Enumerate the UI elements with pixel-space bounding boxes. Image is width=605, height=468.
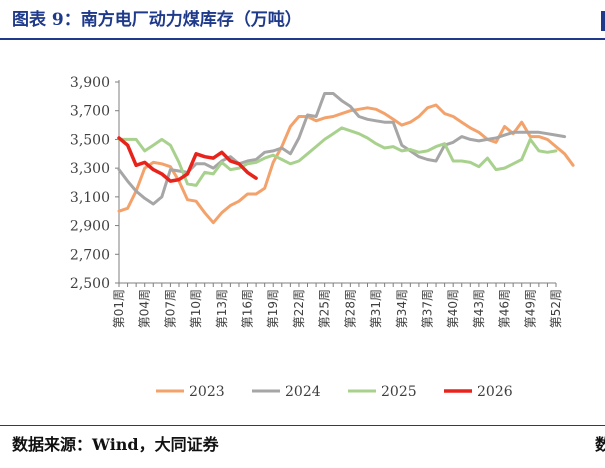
x-tick-label: 第28周 <box>343 289 357 328</box>
y-tick-label: 3,500 <box>70 132 110 148</box>
x-tick-label: 第07周 <box>163 289 177 328</box>
series-line-2025 <box>117 126 558 187</box>
title-divider <box>0 38 605 40</box>
x-tick-label: 第04周 <box>138 289 152 328</box>
x-tick-label: 第25周 <box>318 289 332 328</box>
line-chart: 2,500 2,700 2,900 3,100 3,300 3,500 3,700 3,900… <box>70 75 575 400</box>
y-tick-label: 2,700 <box>70 247 110 263</box>
series-line-2024 <box>117 92 567 206</box>
x-tick-label: 第40周 <box>446 289 460 328</box>
edge-glyph: 数 <box>594 435 605 454</box>
series-line-2023 <box>117 103 575 225</box>
edge-marker <box>601 11 605 31</box>
y-tick-label: 3,900 <box>70 75 110 91</box>
y-tick-label: 3,100 <box>70 190 110 206</box>
x-tick-label: 第49周 <box>523 289 537 328</box>
series-line-2026 <box>117 136 258 183</box>
x-tick-label: 第52周 <box>549 289 563 328</box>
x-tick-label: 第43周 <box>472 289 486 328</box>
x-tick-label: 第46周 <box>498 289 512 328</box>
y-tick-label: 2,500 <box>70 276 110 292</box>
x-tick-label: 第31周 <box>369 289 383 328</box>
x-tick-label: 第10周 <box>189 289 203 328</box>
footer-divider <box>0 425 605 426</box>
x-tick-label: 第01周 <box>112 289 126 328</box>
x-tick-label: 第37周 <box>420 289 434 328</box>
x-axis: 第01周 第04周 第07周 第10周 第13周 第16周 第19周 第22周 第25周 第28周… <box>112 282 563 328</box>
x-tick-label: 第13周 <box>215 289 229 328</box>
legend-label-2024: 2024 <box>285 384 321 400</box>
legend-label-2025: 2025 <box>381 384 417 400</box>
x-tick-label: 第16周 <box>241 289 255 328</box>
chart-title: 图表 9：南方电厂动力煤库存（万吨） <box>12 10 302 30</box>
x-tick-label: 第34周 <box>395 289 409 328</box>
legend-label-2026: 2026 <box>477 384 513 400</box>
y-tick-label: 3,700 <box>70 104 110 120</box>
legend-label-2023: 2023 <box>189 384 225 400</box>
x-tick-label: 第19周 <box>266 289 280 328</box>
x-tick-label: 第22周 <box>292 289 306 328</box>
y-tick-label: 3,300 <box>70 161 110 177</box>
plot-area <box>117 92 575 225</box>
legend: 2023 2024 2025 2026 <box>156 384 513 400</box>
source-note: 数据来源：Wind，大同证券 <box>12 435 219 454</box>
y-tick-label: 2,900 <box>70 219 110 235</box>
y-axis: 2,500 2,700 2,900 3,100 3,300 3,500 3,700 3,900 <box>70 75 120 292</box>
